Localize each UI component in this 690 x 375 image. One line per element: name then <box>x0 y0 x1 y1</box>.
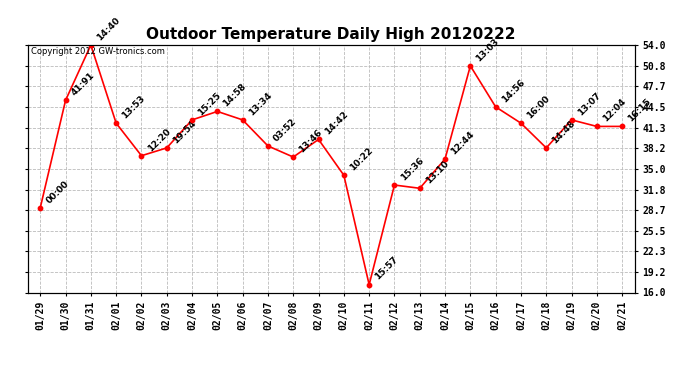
Text: 19:54: 19:54 <box>171 118 198 145</box>
Text: 15:57: 15:57 <box>373 255 400 282</box>
Point <box>212 108 223 114</box>
Text: 14:40: 14:40 <box>95 15 121 42</box>
Text: 12:20: 12:20 <box>146 126 172 153</box>
Text: Copyright 2012 GW-tronics.com: Copyright 2012 GW-tronics.com <box>30 48 164 57</box>
Point <box>60 98 71 104</box>
Point <box>465 63 476 69</box>
Point <box>313 136 324 142</box>
Point <box>186 117 197 123</box>
Point <box>414 185 425 191</box>
Point <box>262 143 273 149</box>
Point <box>237 117 248 123</box>
Point <box>566 117 577 123</box>
Point <box>591 123 602 129</box>
Text: 10:22: 10:22 <box>348 146 375 172</box>
Point <box>161 145 172 151</box>
Text: 13:53: 13:53 <box>120 94 147 120</box>
Text: 41:91: 41:91 <box>70 71 97 98</box>
Point <box>34 205 46 211</box>
Point <box>541 145 552 151</box>
Text: 16:00: 16:00 <box>525 94 551 120</box>
Point <box>440 156 451 162</box>
Text: 15:36: 15:36 <box>399 156 425 182</box>
Point <box>110 120 121 126</box>
Text: 13:07: 13:07 <box>575 90 602 117</box>
Point <box>288 154 299 160</box>
Text: 14:56: 14:56 <box>500 77 526 104</box>
Point <box>617 123 628 129</box>
Point <box>389 182 400 188</box>
Text: 00:00: 00:00 <box>44 179 70 205</box>
Point <box>86 42 97 48</box>
Text: 15:25: 15:25 <box>196 90 223 117</box>
Text: 13:10: 13:10 <box>424 159 451 186</box>
Text: 13:34: 13:34 <box>247 90 273 117</box>
Text: 03:52: 03:52 <box>272 117 299 143</box>
Text: 12:04: 12:04 <box>601 97 628 124</box>
Text: 12:44: 12:44 <box>449 129 476 156</box>
Text: 16:15: 16:15 <box>627 97 653 124</box>
Point <box>515 120 526 126</box>
Text: 13:46: 13:46 <box>297 128 324 154</box>
Title: Outdoor Temperature Daily High 20120222: Outdoor Temperature Daily High 20120222 <box>146 27 516 42</box>
Text: 13:03: 13:03 <box>475 36 501 63</box>
Point <box>364 282 375 288</box>
Point <box>490 104 501 110</box>
Point <box>136 153 147 159</box>
Text: 14:58: 14:58 <box>221 82 248 109</box>
Text: 14:48: 14:48 <box>551 118 578 145</box>
Point <box>338 172 349 178</box>
Text: 14:42: 14:42 <box>323 110 350 136</box>
